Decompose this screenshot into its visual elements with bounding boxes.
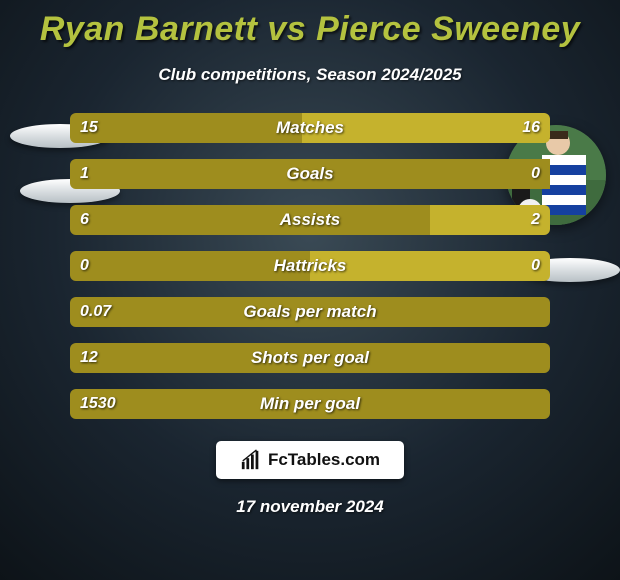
stat-value-left: 15 <box>80 113 98 143</box>
stat-label: Assists <box>70 205 550 235</box>
stat-row: Shots per goal12 <box>70 343 550 373</box>
stat-row: Goals per match0.07 <box>70 297 550 327</box>
comparison-bars: Matches1516Goals10Assists62Hattricks00Go… <box>70 113 550 419</box>
date-label: 17 november 2024 <box>0 497 620 517</box>
stat-value-right: 0 <box>531 251 540 281</box>
brand-badge-text: FcTables.com <box>268 450 380 470</box>
stat-value-left: 0 <box>80 251 89 281</box>
stat-row: Goals1 0 <box>70 159 550 189</box>
stat-value-left: 1 <box>80 159 89 189</box>
chart-icon <box>240 449 262 471</box>
stat-label: Matches <box>70 113 550 143</box>
stat-label: Goals per match <box>70 297 550 327</box>
stat-label: Shots per goal <box>70 343 550 373</box>
stat-label: Hattricks <box>70 251 550 281</box>
stat-label: Min per goal <box>70 389 550 419</box>
stat-value-left: 6 <box>80 205 89 235</box>
page-title: Ryan Barnett vs Pierce Sweeney <box>0 0 620 49</box>
brand-badge[interactable]: FcTables.com <box>216 441 404 479</box>
stat-value-right: 0 <box>531 159 540 189</box>
stat-value-right: 16 <box>522 113 540 143</box>
stat-value-left: 1530 <box>80 389 116 419</box>
stat-value-left: 12 <box>80 343 98 373</box>
stat-label: Goals <box>70 159 550 189</box>
stat-value-left: 0.07 <box>80 297 111 327</box>
stat-row: Assists6 2 <box>70 205 550 235</box>
stat-row: Hattricks0 0 <box>70 251 550 281</box>
stat-row: Min per goal1530 <box>70 389 550 419</box>
stat-row: Matches15 16 <box>70 113 550 143</box>
stat-value-right: 2 <box>531 205 540 235</box>
subtitle: Club competitions, Season 2024/2025 <box>0 65 620 85</box>
